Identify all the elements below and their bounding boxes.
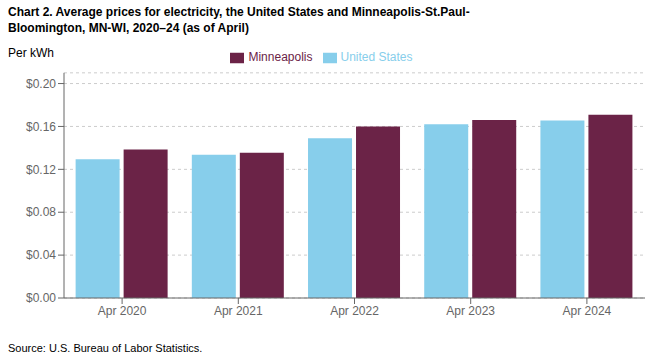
svg-text:Apr 2021: Apr 2021: [214, 304, 263, 318]
html-text:Per kWh: Per kWh: [8, 46, 54, 60]
svg-text:$0.16: $0.16: [26, 120, 56, 134]
svg-text:Apr 2022: Apr 2022: [330, 304, 379, 318]
html-text:Bloomington, MN-WI, 2020–24 (a: Bloomington, MN-WI, 2020–24 (as of April…: [8, 21, 249, 35]
svg-text:$0.20: $0.20: [26, 77, 56, 91]
svg-text:Apr 2024: Apr 2024: [563, 304, 612, 318]
html-text:United States: United States: [340, 50, 413, 64]
svg-text:$0.08: $0.08: [26, 205, 56, 219]
svg-text:$0.00: $0.00: [26, 291, 56, 305]
svg-text:Apr 2023: Apr 2023: [446, 304, 495, 318]
svg-text:Apr 2020: Apr 2020: [98, 304, 147, 318]
svg-text:$0.12: $0.12: [26, 163, 56, 177]
html-text:Chart 2. Average prices for el: Chart 2. Average prices for electricity,…: [8, 5, 470, 19]
svg-text:$0.04: $0.04: [26, 248, 56, 262]
html-text:Source: U.S. Bureau of Labor S: Source: U.S. Bureau of Labor Statistics.: [8, 342, 203, 354]
html-text:Minneapolis: Minneapolis: [248, 50, 313, 64]
